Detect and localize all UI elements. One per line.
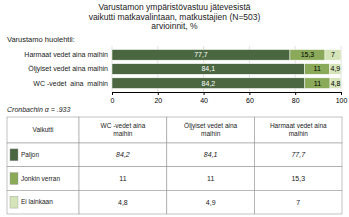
tick-mark [295, 92, 296, 95]
title-line: Varustamon ympäristövastuu jätevesistä [99, 2, 251, 12]
bar [112, 78, 305, 89]
table-cell [79, 190, 167, 214]
title: Varustamon ympäristövastuu jätevesistäva… [89, 2, 261, 31]
axis-line [113, 93, 342, 96]
data-label: 84,2 [202, 80, 216, 87]
table-value: 11 [119, 175, 126, 182]
category-label: WC -vedet aina maihin [33, 80, 108, 87]
tick-mark [341, 92, 342, 95]
table-header-cell [79, 117, 167, 143]
data-labels: 77,7 84,1 84,2 15,3 11 11 7 4,9 4,8 [194, 51, 340, 86]
table-value: 84,2 [116, 151, 130, 158]
table-cell [167, 167, 255, 191]
table-swatch [10, 173, 18, 185]
tick: 40 [200, 92, 208, 104]
category-label: Harmaat vedet aina maihin [24, 51, 108, 58]
data-label: 4,9 [331, 65, 341, 72]
bar [330, 64, 341, 75]
table-cell [79, 167, 167, 191]
data-label: 84,1 [201, 65, 215, 72]
chart: Varustamon ympäristövastuu jätevesistäva… [0, 0, 349, 217]
tick-label: 20 [154, 97, 162, 104]
tick-label: 60 [246, 97, 254, 104]
table-header-line: Harmaat vedet aina [270, 122, 327, 129]
table-cell [7, 190, 79, 214]
bar [305, 78, 330, 89]
table-cell [255, 143, 342, 167]
table-swatch [10, 196, 18, 208]
table-value: 4,9 [206, 199, 216, 206]
category-labels: Harmaat vedet aina maihin Öljyiset vedet … [24, 51, 108, 86]
table-header-line: Öljyiset vedet aina [184, 122, 237, 130]
table-header-line: Vaikutti [33, 126, 54, 133]
tick-mark [249, 92, 250, 95]
series [112, 50, 305, 89]
tick-label: 80 [292, 97, 300, 104]
bar [325, 50, 341, 61]
table-value: 7 [296, 199, 300, 206]
tick-label: 0 [111, 97, 115, 104]
table-row-label: Jonkin verran [21, 175, 60, 182]
table-cell [79, 143, 167, 167]
bar [305, 64, 330, 75]
bar [330, 78, 341, 89]
table-header-line: maihin [201, 130, 221, 137]
table-swatch [10, 149, 18, 161]
tick-mark [158, 92, 159, 95]
bar [112, 50, 290, 61]
tick-mark [112, 92, 113, 95]
tick: 60 [246, 92, 254, 104]
grid [112, 46, 341, 92]
table-header-line: maihin [113, 130, 133, 137]
table-cell [255, 190, 342, 214]
title-line: arvioinnit, % [151, 21, 198, 31]
table-cell [7, 167, 79, 191]
table-value: 11 [207, 175, 214, 182]
data-label: 11 [314, 80, 321, 87]
title-line: vaikutti matkavalintaan, matkustajien (N… [89, 12, 261, 22]
table-value: 15,3 [291, 175, 305, 182]
table-cell [255, 167, 342, 191]
table-header: Harmaat vedet ainamaihin [270, 122, 327, 137]
data-label: 15,3 [301, 51, 315, 58]
data-label: 11 [314, 65, 321, 72]
table-value: 84,1 [204, 151, 218, 158]
annotation: Cronbachin α = .933 [7, 106, 70, 113]
table: VaikuttiWC -vedet ainamaihinÖljyiset ved… [7, 117, 342, 214]
tick-label: 100 [336, 97, 348, 104]
data-label: 4,8 [331, 80, 341, 87]
series [290, 50, 330, 89]
table-header: WC -vedet ainamaihin [101, 122, 146, 137]
bar [290, 50, 325, 61]
tick-label: 40 [200, 97, 208, 104]
table-header-cell [167, 117, 255, 143]
table-header: Vaikutti [33, 126, 54, 133]
table-header-cell [7, 117, 79, 143]
tick: 0 [111, 92, 115, 104]
table-row-label: Paljon [21, 151, 39, 159]
tick-mark [204, 92, 205, 95]
table-row-label: Ei lainkaan [21, 198, 53, 205]
table-cell [7, 143, 79, 167]
data-label: 7 [331, 51, 335, 58]
table-header-cell [255, 117, 342, 143]
table-value: 77,7 [291, 151, 306, 158]
table-cell [167, 143, 255, 167]
tick: 100 [336, 92, 348, 104]
series [325, 50, 341, 89]
table-value: 4,8 [118, 199, 128, 206]
category-label: Öljyiset vedet aina maihin [28, 65, 108, 73]
table-header: Öljyiset vedet ainamaihin [184, 122, 237, 137]
bars [112, 50, 341, 89]
x-axis: 0 20 40 60 80 100 [111, 92, 348, 104]
table-header-line: maihin [289, 130, 309, 137]
bar [112, 64, 305, 75]
subtitle: Varustamo huolehtii: [7, 35, 75, 44]
tick: 80 [292, 92, 300, 104]
tick: 20 [154, 92, 162, 104]
table-header-line: WC -vedet aina [101, 122, 146, 129]
table-cell [167, 190, 255, 214]
data-label: 77,7 [194, 51, 208, 58]
